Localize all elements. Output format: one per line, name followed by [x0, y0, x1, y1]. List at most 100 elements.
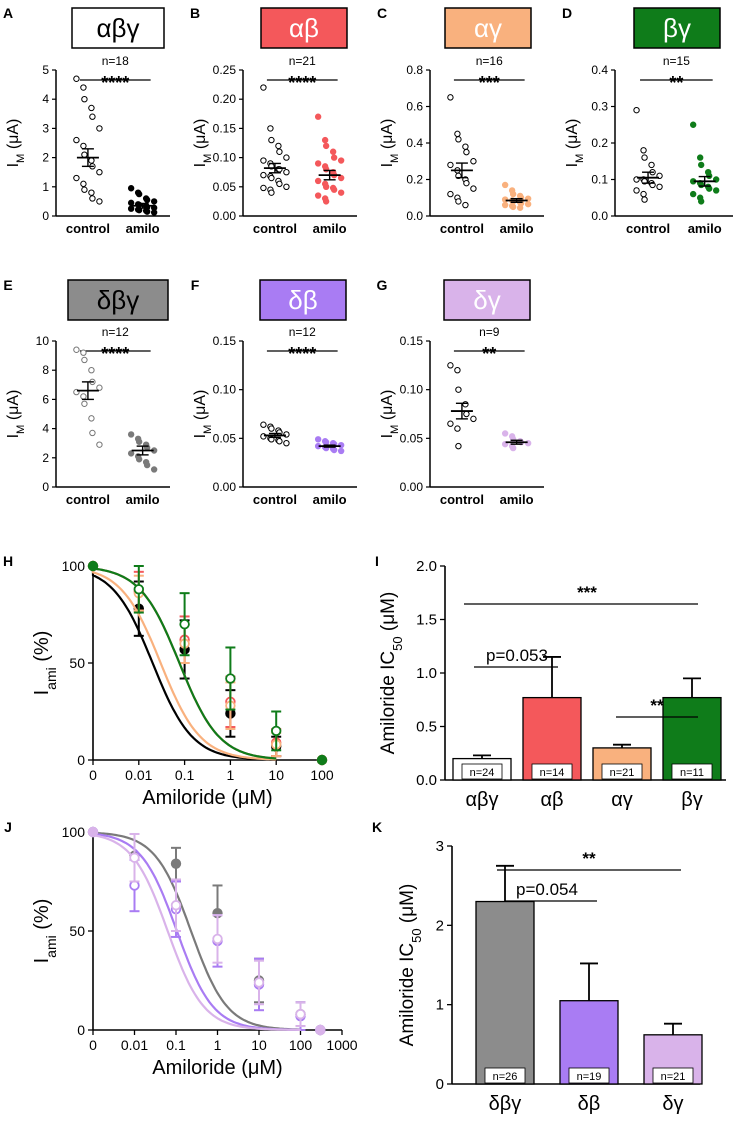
panel-d-point: [656, 183, 663, 191]
panel-e-point: [88, 367, 95, 374]
panel-k-ytick-label: 0: [436, 1076, 444, 1093]
panel-j-ytick-label: 0: [77, 1022, 85, 1038]
panel-j-point: [129, 852, 140, 863]
panel-a-point: [80, 142, 87, 150]
panel-g-xlabel-control: control: [440, 492, 484, 507]
panel-c-point: [470, 185, 477, 192]
panel-d-ytick-label: 0.4: [591, 63, 608, 77]
panel-b-ytick-label: 0.10: [213, 151, 237, 165]
panel-g-point: [509, 444, 517, 452]
panel-f-point: [337, 447, 345, 455]
panel-a-ytick-label: 3: [42, 121, 49, 135]
panel-b-ylabel-sub: M: [202, 154, 214, 163]
panel-d-point: [648, 161, 655, 169]
panel-d-point: [689, 190, 697, 198]
panel-h-point: [271, 725, 282, 737]
panel-b-title-box: [260, 7, 348, 49]
panel-j-ylabel-main: I: [31, 958, 53, 964]
panel-e-n-label: n=12: [102, 325, 129, 339]
panel-g-point: [447, 420, 454, 427]
panel-c-point: [447, 161, 454, 169]
panel-j-point: [87, 826, 99, 838]
panel-d-point: [633, 106, 640, 114]
panel-j-ylabel-sub: ami: [43, 935, 59, 958]
panel-b-point: [314, 160, 322, 167]
panel-f-point: [283, 440, 290, 447]
panel-i-ytick-label: 2.0: [416, 558, 437, 575]
panel-c-point: [462, 143, 469, 150]
panel-d-xlabel-amilo: amilo: [688, 221, 722, 236]
panel-b-ytick-label: 0.20: [213, 92, 237, 106]
panel-f-ylabel: IM (μA): [192, 390, 214, 439]
panel-d-point: [697, 181, 705, 189]
panel-c-point: [447, 94, 454, 101]
panel-f-xlabel-amilo: amilo: [313, 492, 347, 507]
panel-a-point: [96, 125, 103, 132]
panel-h-xlabel: Amiloride (μM): [142, 787, 272, 809]
panel-g-point: [447, 362, 454, 369]
panel-g-title-box: [443, 279, 531, 321]
panel-h-ylabel: Iami (%): [31, 631, 59, 696]
panel-i-n-box-3: [671, 763, 713, 780]
panel-i-ylabel-main: Amiloride IC: [378, 651, 399, 754]
panel-c-xlabel-control: control: [440, 221, 484, 236]
panel-f-ytick-label: 0.00: [213, 480, 237, 494]
panel-i-n-box-0: [461, 763, 503, 780]
panel-k-ytick-label: 2: [436, 917, 444, 934]
panel-a-xlabel-control: control: [66, 221, 110, 236]
panel-a-ytick-label: 1: [42, 180, 49, 194]
panel-h-ylabel-sub: ami: [43, 667, 59, 690]
panel-g-ylabel-main: I: [379, 434, 396, 438]
panel-b-point: [337, 174, 345, 182]
panel-a-point: [96, 198, 103, 205]
panel-j-point: [315, 1024, 326, 1036]
panel-b-point: [322, 142, 330, 150]
panel-d-point: [689, 121, 697, 128]
panel-b-point: [267, 125, 274, 132]
panel-j-xtick-label: 0.01: [121, 1037, 148, 1053]
panel-j-xtick-label: 1: [214, 1037, 222, 1053]
panel-h-xtick-label: 0.1: [175, 767, 195, 783]
panel-j-ytick-label: 50: [69, 923, 85, 939]
panel-b-point: [329, 148, 337, 155]
panel-k-xlabel-1: δβ: [578, 1093, 601, 1115]
panel-c-ytick-label: 0.8: [406, 63, 423, 77]
panel-i-ytick-label: 0.5: [416, 719, 437, 736]
panel-f-point: [314, 436, 322, 443]
panel-d-sig-stars: **: [669, 73, 683, 93]
panel-a-ytick-label: 4: [42, 92, 49, 106]
panel-h-xtick-label: 0.01: [125, 767, 152, 783]
panel-g-ytick-label: 0.00: [400, 480, 424, 494]
panel-e-ytick-label: 8: [42, 363, 49, 377]
panel-i-ylabel-sub: 50: [390, 636, 405, 650]
panel-e-point: [80, 349, 87, 356]
panel-g-point: [454, 425, 461, 432]
panel-b-point: [283, 183, 290, 191]
panel-j-ylabel-unit: (%): [31, 899, 53, 936]
panel-b-point: [337, 157, 345, 164]
panel-c-point: [524, 200, 532, 208]
panel-e-ytick-label: 4: [42, 422, 49, 436]
panel-c-point: [501, 201, 509, 209]
panel-b-point: [314, 177, 322, 185]
panel-b-point: [268, 189, 275, 196]
panel-c-n-label: n=16: [476, 54, 503, 68]
panel-a-ylabel-sub: M: [15, 154, 27, 163]
panel-b-point: [268, 174, 275, 182]
panel-d-point: [696, 154, 704, 161]
panel-b-ytick-label: 0.25: [213, 63, 237, 77]
panel-a-ylabel-unit: (μA): [5, 119, 22, 154]
panel-e-ylabel-main: I: [5, 434, 22, 438]
panel-k-letter: K: [372, 819, 382, 835]
panel-j-xlabel: Amiloride (μM): [152, 1057, 282, 1079]
panel-e-ylabel: IM (μA): [5, 390, 27, 439]
panel-h-point: [179, 619, 190, 630]
panel-b-point: [330, 186, 338, 193]
panel-e-xlabel-amilo: amilo: [126, 492, 160, 507]
panel-g-ytick-label: 0.10: [400, 383, 424, 397]
panel-a-point: [81, 151, 88, 158]
panel-a-point: [80, 180, 87, 188]
panel-d-ytick-label: 0.0: [591, 209, 608, 223]
panel-g-point: [454, 367, 461, 374]
panel-c-point: [470, 158, 477, 165]
